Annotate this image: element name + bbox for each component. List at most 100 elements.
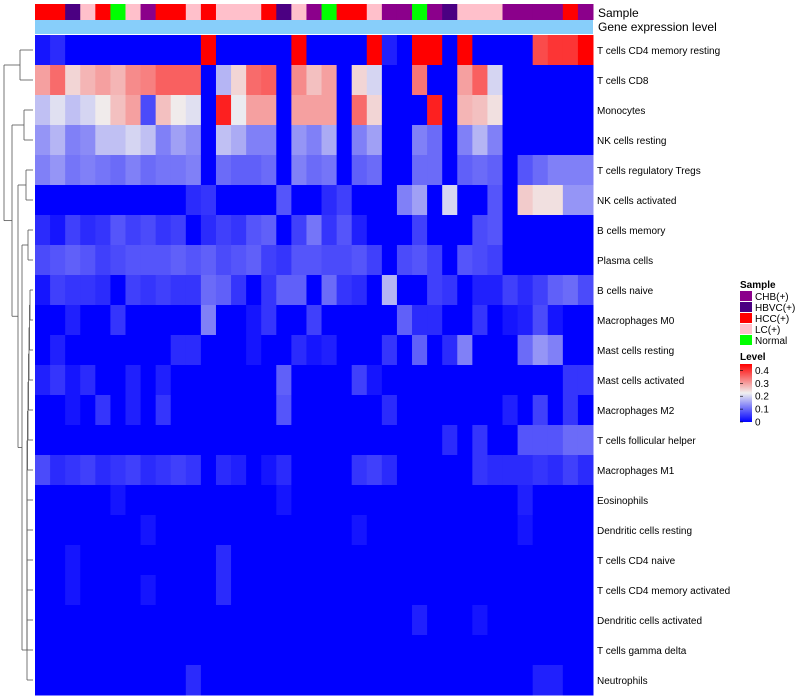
heatmap-cell <box>80 185 96 216</box>
heatmap-cell <box>261 35 277 66</box>
heatmap-cell <box>487 455 504 486</box>
heatmap-cell <box>110 545 126 576</box>
heatmap-cell <box>185 485 202 516</box>
heatmap-cell <box>155 305 172 336</box>
heatmap-cell <box>366 305 383 336</box>
heatmap-cell <box>336 665 353 696</box>
heatmap-cell <box>472 365 488 396</box>
heatmap-cell <box>562 365 579 396</box>
sample-legend-swatch <box>740 302 752 312</box>
heatmap-cell <box>231 185 247 216</box>
heatmap-cell <box>65 455 81 486</box>
heatmap-cell <box>321 155 338 186</box>
heatmap-cell <box>487 305 504 336</box>
heatmap-cell <box>562 455 579 486</box>
heatmap-cell <box>185 635 202 666</box>
heatmap-cell <box>155 545 172 576</box>
heatmap-cell <box>532 185 549 216</box>
heatmap-cell <box>457 65 473 96</box>
heatmap-cell <box>170 305 187 336</box>
heatmap-cell <box>457 515 473 546</box>
sample-cell <box>487 4 504 20</box>
heatmap-cell <box>261 245 277 276</box>
heatmap-cell <box>517 395 534 426</box>
heatmap-cell <box>291 575 307 606</box>
heatmap-cell <box>35 395 51 426</box>
heatmap-cell <box>396 215 413 246</box>
heatmap-cell <box>381 515 398 546</box>
heatmap-cell <box>577 515 594 546</box>
row-label: NK cells resting <box>597 136 666 147</box>
heatmap-cell <box>442 545 458 576</box>
heatmap-cell <box>472 155 488 186</box>
heatmap-cell <box>231 515 247 546</box>
heatmap-cell <box>306 215 323 246</box>
heatmap-cell <box>427 185 443 216</box>
heatmap-cell <box>487 245 504 276</box>
heatmap-cell <box>110 245 126 276</box>
heatmap-cell <box>562 155 579 186</box>
heatmap-cell <box>396 245 413 276</box>
heatmap-cell <box>170 635 187 666</box>
heatmap-cell <box>231 35 247 66</box>
heatmap-cell <box>231 65 247 96</box>
heatmap-cell <box>396 155 413 186</box>
heatmap-cell <box>577 275 594 306</box>
heatmap-cell <box>200 245 217 276</box>
level-tick-label: 0.2 <box>755 392 769 403</box>
heatmap-cell <box>50 215 66 246</box>
heatmap-cell <box>35 125 51 156</box>
heatmap-cell <box>65 155 81 186</box>
heatmap-cell <box>336 575 353 606</box>
heatmap-cell <box>276 185 292 216</box>
heatmap-cell <box>502 125 519 156</box>
heatmap-cell <box>65 515 81 546</box>
heatmap-cell <box>291 125 307 156</box>
heatmap-cell <box>442 605 458 636</box>
heatmap-cell <box>95 665 111 696</box>
heatmap-cell <box>215 35 232 66</box>
heatmap-cell <box>442 515 458 546</box>
heatmap-cell <box>35 605 51 636</box>
sample-legend-swatch <box>740 313 752 323</box>
heatmap-cell <box>472 545 488 576</box>
heatmap-cell <box>291 395 307 426</box>
heatmap-cell <box>366 605 383 636</box>
heatmap-cell <box>427 485 443 516</box>
heatmap-cell <box>562 665 579 696</box>
heatmap-cell <box>381 275 398 306</box>
heatmap-cell <box>125 245 142 276</box>
heatmap-cell <box>472 65 488 96</box>
heatmap-cell <box>276 425 292 456</box>
heatmap-cell <box>231 275 247 306</box>
heatmap-cell <box>457 305 473 336</box>
heatmap-cell <box>125 515 142 546</box>
heatmap-cell <box>562 575 579 606</box>
row-label: Dendritic cells resting <box>597 526 692 537</box>
heatmap-cell <box>261 305 277 336</box>
heatmap-cell <box>110 305 126 336</box>
heatmap-cell <box>50 575 66 606</box>
heatmap-cell <box>457 95 473 126</box>
row-label: T cells CD4 memory activated <box>597 586 730 597</box>
heatmap-cell <box>35 455 51 486</box>
heatmap-cell <box>95 125 111 156</box>
heatmap-cell <box>502 605 519 636</box>
heatmap-cell <box>547 365 564 396</box>
heatmap-cell <box>321 455 338 486</box>
heatmap-cell <box>487 65 504 96</box>
heatmap-cell <box>80 35 96 66</box>
heatmap-cell <box>35 665 51 696</box>
heatmap-cell <box>381 395 398 426</box>
row-label: Eosinophils <box>597 496 648 507</box>
heatmap-cell <box>321 35 338 66</box>
heatmap-cell <box>185 155 202 186</box>
heatmap-cell <box>381 575 398 606</box>
heatmap-cell <box>80 65 96 96</box>
heatmap-cell <box>140 305 157 336</box>
heatmap-cell <box>487 635 504 666</box>
heatmap-cell <box>487 665 504 696</box>
heatmap-cell <box>321 575 338 606</box>
heatmap-cell <box>562 185 579 216</box>
heatmap-cell <box>170 275 187 306</box>
